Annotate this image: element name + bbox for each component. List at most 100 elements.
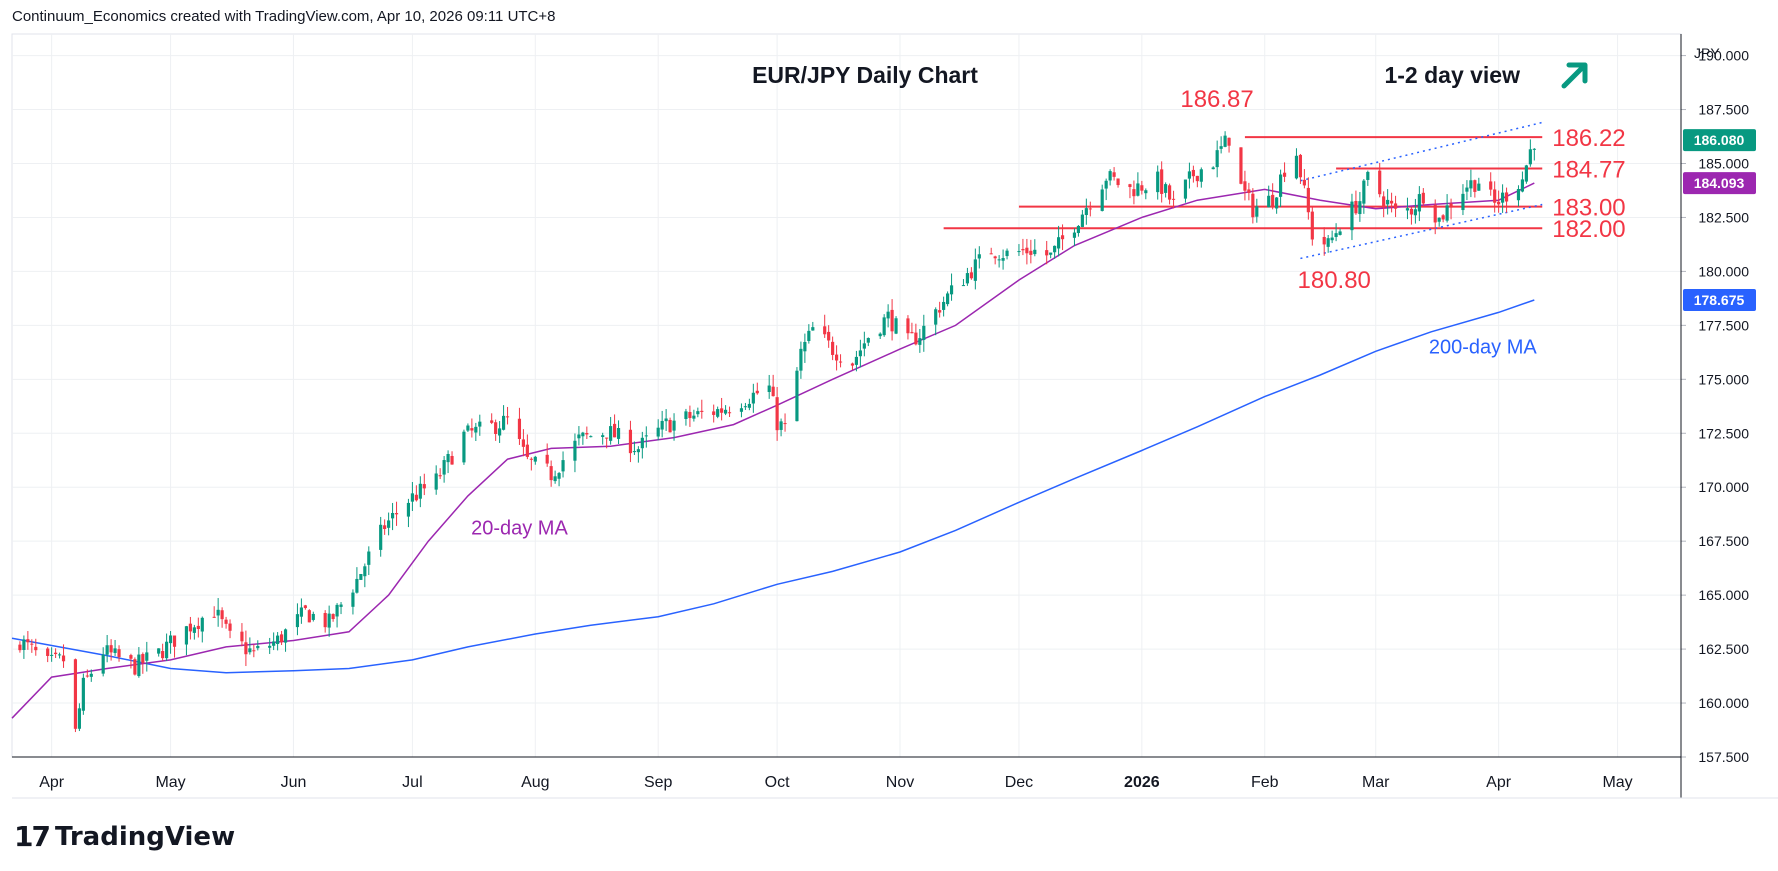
currency-label: JPY [1694,45,1720,61]
candle-down [1128,184,1132,188]
candle-down [220,610,224,620]
candle-up [977,254,981,259]
candle-down [850,363,855,366]
candle-up [807,330,811,342]
chart-caption: Continuum_Economics created with Trading… [12,8,556,25]
candle-up [498,428,502,436]
candle-up [299,607,303,617]
candle-down [521,439,525,447]
candle-up [1164,184,1168,193]
candle-up [946,293,950,305]
candle-down [890,309,894,332]
x-tick-label: Apr [39,774,65,791]
y-tick-label: 172.500 [1698,425,1749,441]
candle-up [632,451,636,453]
candle-up [351,592,355,607]
tradingview-logo-icon: 17 [14,820,51,853]
tradingview-logo-text: TradingView [54,821,236,852]
support-resistance-levels [943,136,1543,230]
candle-down [1489,181,1493,190]
y-tick-label: 175.000 [1698,371,1749,387]
candle-up [1144,190,1148,194]
candle-up [276,635,280,644]
candle-up [1386,199,1390,205]
y-tick-label: 185.000 [1698,155,1749,171]
candle-up [961,285,966,287]
candle-up [359,574,363,580]
candle-up [747,403,751,408]
candle-up [1001,258,1005,261]
candle-up [767,385,771,392]
candle-up [137,654,141,677]
candle-down [1029,250,1033,255]
candle-down [914,332,918,345]
candle-down [1354,200,1358,214]
candle-up [145,652,149,661]
candle-down [906,318,910,334]
candle-down [1060,235,1065,240]
candle-up [997,259,1001,261]
candle-down [823,326,827,335]
candle-up [1275,197,1279,209]
candle-up [1437,217,1441,222]
candle-down [1282,172,1287,177]
candle-down [628,429,633,454]
price-badge [1683,172,1756,195]
candle-up [113,648,117,653]
candle-down [85,675,89,677]
level-label: 186.22 [1552,125,1625,152]
candle-up [799,348,803,371]
y-tick-label: 190.000 [1698,48,1749,64]
y-tick-label: 177.500 [1698,317,1749,333]
candle-up [886,311,890,319]
y-tick-label: 170.000 [1698,479,1749,495]
level-label: 184.77 [1552,156,1625,183]
candle-down [612,423,617,438]
candle-up [866,338,870,343]
candle-down [1045,250,1049,256]
candle-up [1326,238,1330,247]
candle-up [692,415,696,419]
candle-down [34,646,38,651]
x-tick-label: Feb [1251,774,1279,791]
extreme-label: 186.87 [1180,86,1253,113]
candle-up [1084,208,1088,216]
candle-down [517,418,522,440]
candle-up [616,428,621,439]
candle-up [965,273,969,284]
candle-down [1247,189,1251,193]
candle-up [609,426,613,441]
candle-down [109,645,113,653]
candle-up [1338,231,1342,235]
candle-up [77,708,81,729]
candle-up [165,641,169,659]
candle-up [327,613,331,628]
tradingview-logo[interactable]: 17 TradingView [14,820,235,853]
candle-up [192,627,196,633]
candle-up [1358,201,1362,215]
candle-down [224,619,228,624]
candle-up [1465,187,1469,192]
candle-down [26,639,30,643]
candle-up [1267,195,1271,208]
candle-up [589,436,593,438]
candle-down [1298,154,1303,178]
candle-down [1473,180,1477,192]
candle-down [1302,179,1306,186]
candle-up [1524,165,1528,182]
candle-down [1493,189,1497,203]
candle-up [81,677,85,711]
candle-up [664,418,668,422]
candle-down [1497,201,1501,205]
candle-up [724,409,728,414]
plot-frame [11,33,1682,758]
candle-down [1191,169,1195,177]
candle-down [1441,215,1445,220]
candle-down [1168,185,1172,200]
candle-up [973,259,977,281]
x-tick-label: Jun [281,774,307,791]
y-tick-label: 182.500 [1698,209,1749,225]
candle-down [1378,170,1382,195]
candle-up [656,427,660,437]
